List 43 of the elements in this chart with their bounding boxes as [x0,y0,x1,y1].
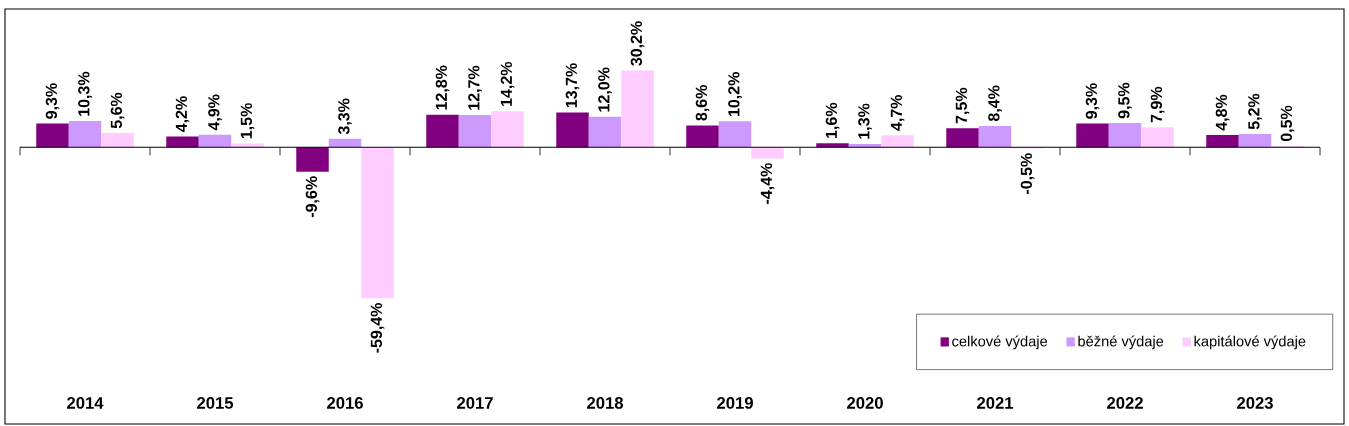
x-tick-label: 2023 [1237,397,1273,409]
x-tick-label: 2022 [1107,397,1143,409]
data-label: 1,3% [858,103,872,139]
data-label: 1,5% [240,103,255,139]
data-label: 9,3% [45,83,60,119]
data-label: 10,3% [78,71,92,116]
data-label: 4,8% [1215,94,1230,131]
data-label: 5,6% [110,92,125,129]
x-tick-label: 2014 [67,397,104,409]
x-tick-label: 2021 [977,397,1014,409]
data-label: 7,5% [955,87,970,124]
data-label: 14,2% [500,61,515,106]
data-label: 4,7% [890,94,905,131]
data-label: 12,8% [435,65,450,110]
legend-label: běžné výdaje [1078,335,1164,350]
x-tick-label: 2018 [587,397,624,409]
x-tick-label: 2019 [717,397,753,409]
data-label: 8,4% [988,85,1002,122]
data-label: 4,9% [208,94,222,131]
data-label: -4,4% [760,163,775,204]
data-label: 9,5% [1118,82,1132,119]
data-label: -0,5% [1020,153,1035,194]
data-label: 9,3% [1085,83,1100,119]
data-label: 30,2% [630,21,645,66]
data-label: 7,9% [1150,86,1165,123]
data-label: 5,2% [1248,93,1262,130]
data-label: -9,6% [305,176,320,218]
data-label: 3,3% [338,98,352,135]
legend-label: kapitálové výdaje [1194,335,1306,350]
data-label: 4,2% [175,96,190,133]
x-tick-label: 2017 [457,397,493,409]
x-tick-label: 2016 [327,397,363,409]
legend-label: celkové výdaje [952,335,1048,350]
x-tick-label: 2015 [197,397,234,409]
data-label: 13,7% [565,63,580,108]
data-label: 0,5% [1280,105,1295,142]
data-label: 12,7% [468,65,482,110]
data-label: 12,0% [598,67,612,112]
data-label: 1,6% [825,102,840,138]
data-label: 10,2% [728,72,742,117]
data-label: -59,4% [370,303,385,353]
x-tick-label: 2020 [847,397,883,409]
data-label: 8,6% [695,85,710,121]
